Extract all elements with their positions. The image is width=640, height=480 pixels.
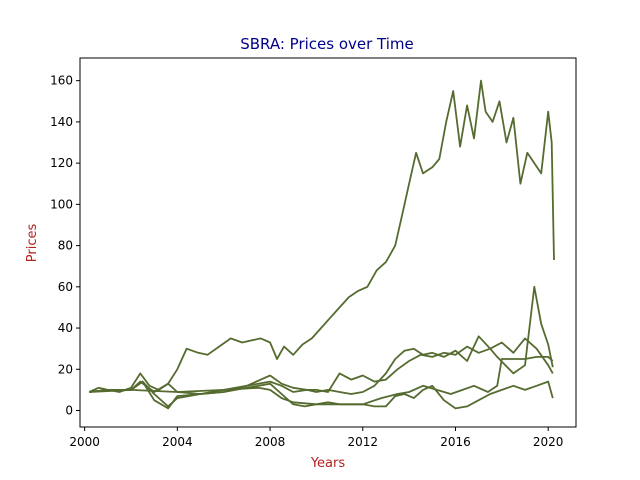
y-tick-label: 40: [58, 321, 73, 335]
x-axis: 2000 2004 2008 2012 2016 2020: [69, 427, 563, 449]
y-tick-label: 60: [58, 280, 73, 294]
x-tick-label: 2016: [440, 435, 471, 449]
x-axis-label: Years: [310, 456, 346, 471]
x-tick-label: 2000: [69, 435, 100, 449]
series-line-1: [88, 79, 555, 393]
y-tick-label: 100: [50, 197, 73, 211]
x-tick-label: 2008: [255, 435, 286, 449]
y-axis: 0 20 40 60 80 100 120 140 160: [50, 74, 80, 418]
y-tick-label: 0: [65, 404, 73, 418]
series-line-3: [89, 285, 554, 408]
y-axis-label: Prices: [25, 224, 40, 263]
y-tick-label: 160: [50, 74, 73, 88]
y-tick-label: 120: [50, 156, 73, 170]
series-layer: [88, 79, 555, 410]
y-tick-label: 20: [58, 362, 73, 376]
x-tick-label: 2012: [347, 435, 378, 449]
chart-title: SBRA: Prices over Time: [240, 35, 414, 53]
y-tick-label: 140: [50, 115, 73, 129]
x-tick-label: 2020: [533, 435, 564, 449]
series-line-5: [89, 356, 554, 406]
y-tick-label: 80: [58, 239, 73, 253]
x-tick-label: 2004: [162, 435, 193, 449]
